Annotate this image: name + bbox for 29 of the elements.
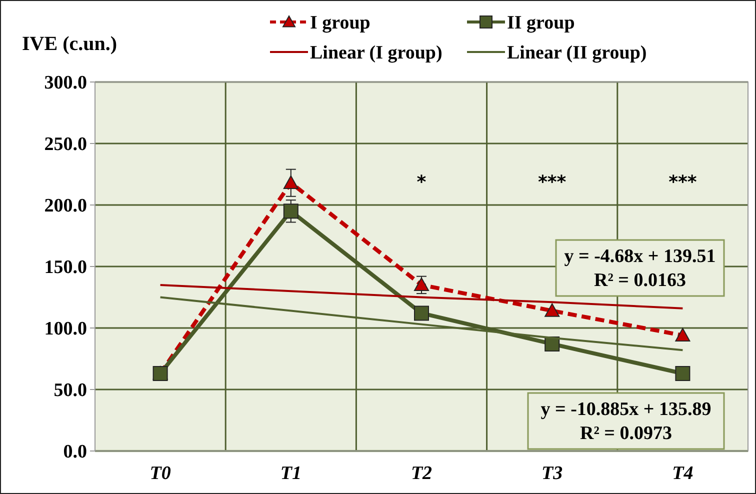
point (675, 328, 690, 342)
point (544, 303, 560, 317)
legend-label: I group (310, 12, 370, 34)
point (283, 175, 298, 189)
x-tick-label: T3 (542, 463, 563, 484)
x-tick-label: T2 (410, 463, 433, 484)
legend-label: Linear (I group) (310, 42, 442, 64)
legend-label: II group (507, 12, 575, 34)
legend-label: Linear (II group) (507, 42, 647, 64)
annotation: *** (538, 172, 567, 193)
annotation: y = -4.68x + 139.51 R² = 0.0163 (564, 246, 716, 291)
y-tick-label: 250.0 (44, 134, 87, 156)
y-tick-label: 200.0 (44, 196, 87, 217)
y-tick-label: 300.0 (44, 72, 87, 94)
y-tick-label: 50.0 (54, 380, 87, 402)
annotation: * (416, 172, 427, 193)
y-tick-label: 150.0 (44, 257, 87, 278)
point (675, 366, 690, 382)
x-tick-label: T0 (150, 463, 172, 484)
y-tick-label: 100.0 (44, 318, 87, 340)
point (414, 306, 429, 321)
annotation: *** (668, 172, 698, 193)
point (414, 277, 429, 292)
x-tick-label: T4 (672, 463, 694, 484)
x-tick-label: T1 (280, 463, 302, 484)
point (283, 204, 298, 219)
y-axis-title: IVE (c.un.) (22, 33, 118, 55)
annotation: y = -10.885x + 135.89 R² = 0.0973 (540, 399, 712, 444)
y-tick-label: 0.0 (63, 442, 87, 463)
